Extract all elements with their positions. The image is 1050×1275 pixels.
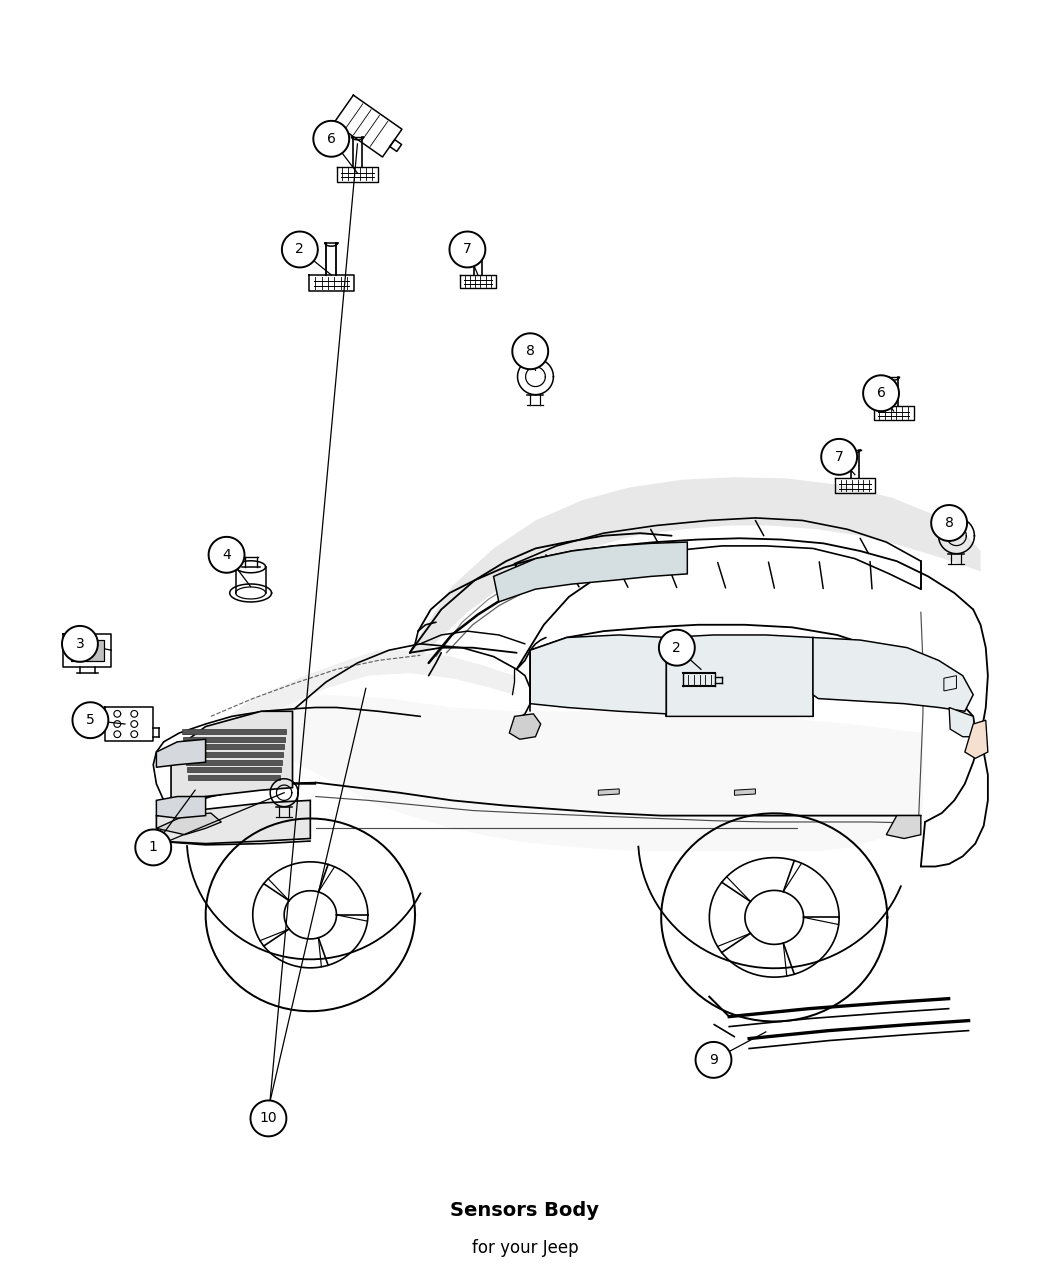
Text: Sensors Body: Sensors Body — [450, 1201, 600, 1219]
Polygon shape — [206, 650, 514, 740]
Polygon shape — [494, 542, 688, 602]
Polygon shape — [251, 1100, 287, 1136]
Polygon shape — [206, 695, 923, 852]
Polygon shape — [171, 711, 293, 810]
Polygon shape — [667, 635, 813, 717]
Text: 10: 10 — [259, 1112, 277, 1126]
Text: 2: 2 — [672, 640, 681, 654]
Text: 3: 3 — [76, 636, 84, 650]
Polygon shape — [449, 232, 485, 268]
Polygon shape — [209, 537, 245, 572]
Polygon shape — [509, 714, 541, 740]
Polygon shape — [313, 121, 350, 157]
Polygon shape — [410, 477, 981, 657]
Polygon shape — [186, 760, 282, 765]
Polygon shape — [156, 801, 311, 844]
Polygon shape — [188, 775, 280, 780]
Text: 4: 4 — [223, 548, 231, 562]
Polygon shape — [62, 626, 98, 662]
Polygon shape — [187, 768, 281, 773]
Polygon shape — [734, 789, 755, 796]
Text: 9: 9 — [709, 1053, 718, 1067]
Text: 7: 7 — [463, 242, 471, 256]
Polygon shape — [182, 729, 287, 734]
Polygon shape — [931, 505, 967, 541]
Polygon shape — [863, 375, 899, 412]
Text: 2: 2 — [295, 242, 304, 256]
Text: 8: 8 — [526, 344, 534, 358]
Polygon shape — [886, 816, 921, 839]
Text: 8: 8 — [945, 516, 953, 530]
Polygon shape — [821, 439, 857, 474]
Text: 5: 5 — [86, 713, 94, 727]
Polygon shape — [185, 752, 284, 757]
Polygon shape — [183, 737, 286, 742]
Text: for your Jeep: for your Jeep — [471, 1239, 579, 1257]
Polygon shape — [530, 635, 667, 714]
Polygon shape — [72, 703, 108, 738]
Text: 6: 6 — [877, 386, 885, 400]
Polygon shape — [135, 830, 171, 866]
Polygon shape — [813, 638, 973, 711]
Polygon shape — [156, 740, 206, 768]
Text: 7: 7 — [835, 450, 843, 464]
Polygon shape — [695, 1042, 732, 1077]
Polygon shape — [965, 720, 988, 759]
Polygon shape — [281, 232, 318, 268]
Polygon shape — [949, 708, 975, 737]
Bar — [70, 640, 104, 660]
Text: 1: 1 — [149, 840, 158, 854]
Polygon shape — [156, 797, 206, 819]
Polygon shape — [659, 630, 695, 666]
Text: 6: 6 — [327, 131, 336, 145]
Polygon shape — [184, 745, 285, 750]
Polygon shape — [598, 789, 620, 796]
Polygon shape — [156, 813, 222, 835]
Polygon shape — [512, 333, 548, 370]
